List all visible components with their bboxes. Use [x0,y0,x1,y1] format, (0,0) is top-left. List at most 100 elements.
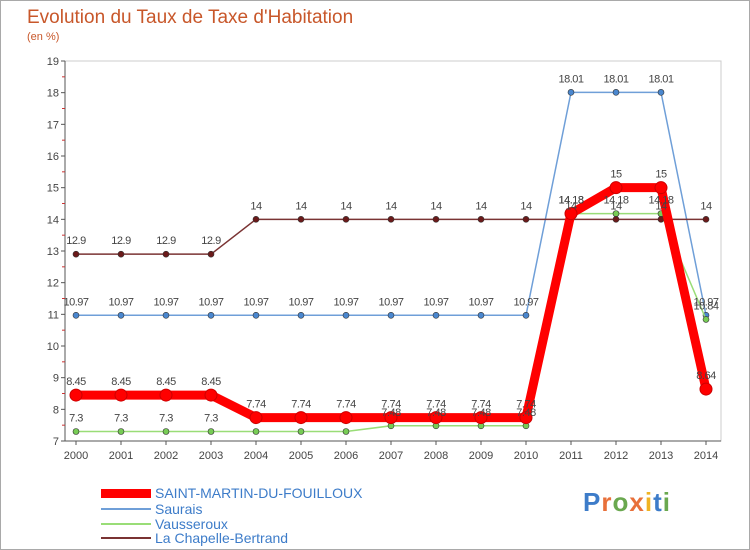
series-point-3 [117,250,125,258]
x-tick-label: 2010 [514,450,538,462]
y-tick-label: 13 [47,246,59,258]
series-point-3 [342,216,350,223]
data-label: 10.84 [693,300,718,312]
legend-label: Vausseroux [155,516,228,532]
series-point-0 [159,388,173,402]
series-point-0 [519,411,533,425]
series-point-3 [387,216,395,223]
legend-item-saint-martin: SAINT-MARTIN-DU-FOUILLOUX [101,485,362,501]
chart-title: Evolution du Taux de Taxe d'Habitation [27,7,354,28]
legend-swatch [101,523,151,525]
series-point-1 [522,311,530,319]
series-point-0 [474,411,488,425]
series-point-2 [207,428,215,435]
series-point-3 [702,216,710,223]
y-tick-label: 7 [53,436,59,448]
legend-label: La Chapelle-Bertrand [155,530,289,546]
series-point-0 [249,411,263,425]
series-point-0 [339,411,353,425]
data-label: 7.74 [336,399,356,411]
series-point-1 [567,89,575,96]
series-point-0 [699,382,713,396]
data-label: 15 [610,169,622,181]
x-tick-label: 2013 [649,450,673,462]
series-point-3 [522,216,530,223]
series-point-0 [294,411,308,425]
x-tick-label: 2001 [109,450,133,462]
y-tick-label: 16 [47,151,59,163]
legend-item-vausseroux: Vausseroux [101,516,228,532]
data-label: 7.74 [291,399,311,411]
data-label: 14 [340,200,352,212]
y-tick-label: 10 [47,341,59,353]
x-tick-label: 2012 [604,450,628,462]
data-label: 14.18 [648,195,673,207]
y-tick-label: 15 [47,183,59,195]
series-point-2 [117,428,125,435]
series-point-1 [162,311,170,319]
y-tick-label: 11 [48,309,59,321]
series-point-1 [342,311,350,319]
data-label: 7.3 [69,413,83,425]
y-tick-label: 14 [47,214,59,226]
logo-letter: i [662,487,671,517]
series-point-0 [609,181,623,195]
data-label: 7.74 [246,399,266,411]
series-point-2 [342,428,350,435]
series-point-1 [252,311,260,319]
series-point-1 [477,311,485,319]
data-label: 8.45 [156,376,176,388]
data-label: 10.97 [423,296,448,308]
series-point-1 [612,89,620,96]
data-label: 14.18 [558,195,583,207]
series-point-3 [207,250,215,258]
series-point-3 [72,250,80,258]
legend-swatch [101,488,151,498]
series-point-3 [432,216,440,223]
y-tick-label: 8 [53,404,59,416]
data-label: 14 [610,200,622,212]
series-point-0 [654,181,668,195]
x-tick-label: 2007 [379,450,403,462]
series-point-1 [117,311,125,319]
data-label: 14 [655,200,667,212]
legend-item-saurais: Saurais [101,501,202,517]
series-point-2 [72,428,80,435]
legend-item-la-chapelle-bertrand: La Chapelle-Bertrand [101,530,288,546]
y-tick-label: 12 [47,278,59,290]
y-tick-label: 19 [47,56,59,68]
data-label: 10.97 [333,296,358,308]
data-label: 14 [565,200,577,212]
series-point-3 [477,216,485,223]
series-point-1 [207,311,215,319]
data-label: 7.48 [516,407,536,419]
series-point-3 [297,216,305,223]
series-point-1 [432,311,440,319]
series-point-2 [297,428,305,435]
data-label: 8.45 [201,376,221,388]
data-label: 7.74 [516,399,536,411]
series-point-1 [657,89,665,96]
logo-letter: r [601,487,613,517]
series-point-0 [204,388,218,402]
legend-label: Saurais [155,501,203,517]
series-point-0 [114,388,128,402]
series-point-2 [252,428,260,435]
data-label: 7.48 [426,407,446,419]
x-tick-label: 2004 [244,450,268,462]
x-tick-label: 2005 [289,450,313,462]
data-label: 7.48 [471,407,491,419]
legend-swatch [101,508,151,510]
legend-label: SAINT-MARTIN-DU-FOUILLOUX [155,485,363,501]
data-label: 7.3 [159,413,173,425]
x-tick-label: 2006 [334,450,358,462]
data-label: 14 [250,200,262,212]
data-label: 12.9 [201,235,221,247]
data-label: 12.9 [66,235,86,247]
logo-letter: i [644,487,654,517]
proxiti-logo: Proxiti [583,487,671,518]
data-label: 14 [385,200,397,212]
data-label: 18.01 [558,73,583,85]
